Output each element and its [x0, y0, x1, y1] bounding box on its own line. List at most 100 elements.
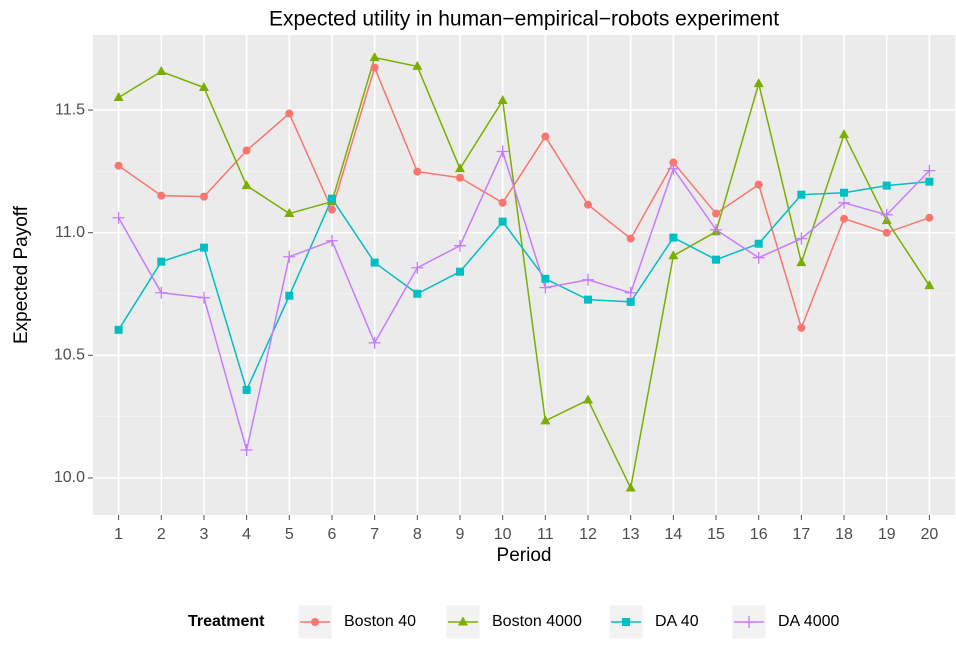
x-tick-label: 11: [537, 526, 554, 543]
data-point: [754, 239, 763, 248]
chart-title: Expected utility in human−empirical−robo…: [269, 8, 779, 31]
data-point: [754, 180, 763, 189]
data-point: [199, 243, 208, 252]
data-point: [112, 211, 125, 224]
legend-title: Treatment: [188, 613, 265, 630]
data-point: [584, 200, 593, 209]
x-tick-label: 5: [285, 526, 294, 543]
x-tick-label: 6: [328, 526, 337, 543]
data-point: [199, 192, 208, 201]
data-point: [198, 81, 209, 91]
data-point: [712, 209, 721, 218]
data-point: [242, 146, 251, 155]
legend-label: Boston 40: [344, 613, 416, 630]
data-point: [498, 217, 507, 226]
x-tick-label: 18: [835, 526, 853, 543]
data-point: [412, 60, 423, 70]
x-tick-label: 14: [664, 526, 682, 543]
data-point: [327, 194, 336, 203]
data-point: [541, 274, 550, 283]
data-point: [882, 228, 891, 237]
legend-label: DA 4000: [778, 613, 839, 630]
data-point: [752, 251, 765, 264]
data-point: [668, 250, 679, 260]
y-tick-label: 10.5: [54, 347, 85, 364]
data-point: [498, 198, 507, 207]
legend-marker: [458, 616, 468, 626]
data-point: [285, 291, 294, 300]
x-tick-label: 12: [579, 526, 597, 543]
data-point: [923, 164, 936, 177]
data-point: [197, 291, 210, 304]
data-point: [454, 163, 465, 173]
legend-marker: [743, 616, 755, 628]
data-point: [497, 94, 508, 104]
data-point: [241, 180, 252, 190]
plot-area: [93, 35, 955, 515]
x-axis-label: Period: [497, 545, 552, 566]
legend-label: DA 40: [655, 613, 699, 630]
data-point: [285, 109, 294, 118]
data-point: [583, 394, 594, 404]
data-point: [667, 162, 680, 175]
data-point: [840, 214, 849, 223]
data-point: [284, 208, 295, 218]
data-point: [539, 281, 552, 294]
data-point: [242, 385, 251, 394]
legend-marker: [622, 618, 630, 626]
data-point: [839, 129, 850, 139]
data-point: [669, 233, 678, 242]
data-point: [669, 158, 678, 167]
data-point: [840, 188, 849, 197]
data-point: [880, 208, 893, 221]
data-point: [325, 234, 338, 247]
x-tick-label: 19: [878, 526, 896, 543]
data-point: [370, 63, 379, 72]
data-point: [453, 239, 466, 252]
y-tick-label: 11.0: [55, 224, 85, 241]
data-point: [368, 336, 381, 349]
x-tick-label: 9: [456, 526, 465, 543]
y-tick-label: 11.5: [55, 101, 85, 118]
series-line: [117, 180, 930, 393]
data-point: [710, 223, 723, 236]
data-point: [156, 66, 167, 76]
data-point: [114, 325, 123, 334]
data-point: [795, 232, 808, 245]
x-tick-label: 15: [707, 526, 725, 543]
data-point: [753, 78, 764, 88]
data-point: [370, 258, 379, 267]
data-point: [925, 213, 934, 222]
data-point: [157, 257, 166, 266]
data-point: [797, 323, 806, 332]
data-point: [796, 257, 807, 267]
data-point: [413, 167, 422, 176]
data-point: [626, 234, 635, 243]
x-tick-label: 1: [114, 526, 123, 543]
x-tick-label: 20: [920, 526, 938, 543]
data-point: [882, 181, 891, 190]
legend-marker: [311, 618, 319, 626]
x-tick-label: 2: [157, 526, 166, 543]
data-point: [924, 280, 935, 290]
x-tick-label: 4: [242, 526, 251, 543]
data-point: [625, 482, 636, 492]
data-point: [155, 286, 168, 299]
panel: [93, 35, 955, 515]
data-point: [541, 132, 550, 141]
y-axis-label: Expected Payoff: [11, 205, 32, 344]
data-point: [712, 255, 721, 264]
data-point: [455, 267, 464, 276]
data-point: [584, 295, 593, 304]
legend-label: Boston 4000: [492, 613, 582, 630]
x-tick-label: 7: [370, 526, 379, 543]
data-point: [413, 289, 422, 298]
data-point: [582, 273, 595, 286]
legend: Boston 40 Boston 4000 DA 40 DA 4000: [297, 604, 839, 640]
data-point: [797, 190, 806, 199]
series-line: [118, 56, 931, 491]
x-tick-label: 3: [199, 526, 208, 543]
x-tick-label: 16: [750, 526, 768, 543]
x-tick-label: 13: [622, 526, 640, 543]
